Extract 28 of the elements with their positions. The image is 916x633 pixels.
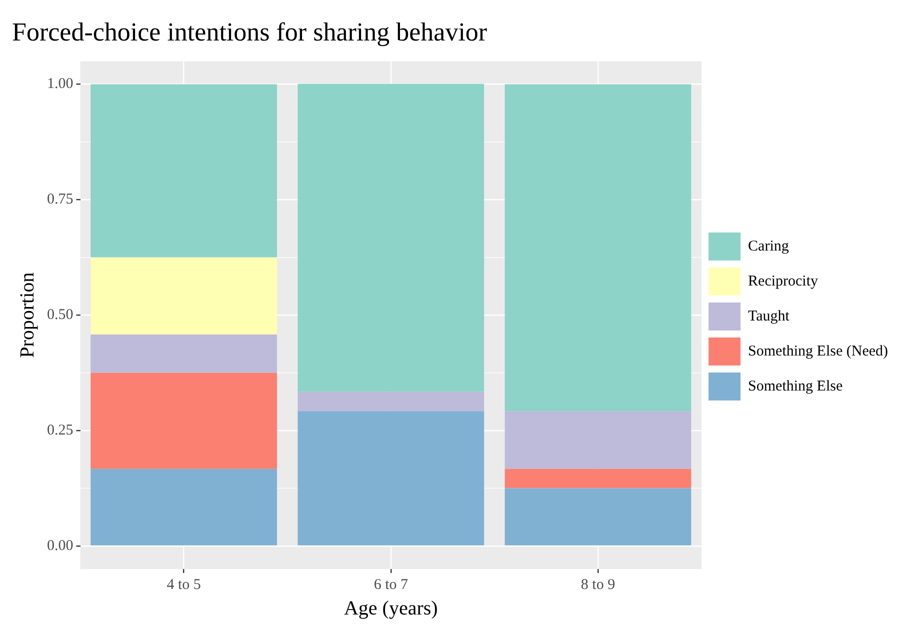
- chart-title: Forced-choice intentions for sharing behavior: [12, 17, 488, 46]
- bar: [90, 334, 277, 373]
- legend-label: Reciprocity: [748, 273, 819, 290]
- y-axis-title: Proportion: [16, 272, 38, 358]
- bar: [504, 411, 692, 469]
- bar: [298, 392, 484, 412]
- y-tick-label: 0.00: [47, 538, 74, 554]
- legend-label: Taught: [748, 308, 790, 324]
- legend-label: Caring: [748, 238, 790, 254]
- legend-label: Something Else: [748, 378, 843, 394]
- bar: [90, 84, 277, 258]
- bar: [298, 411, 484, 546]
- legend-label: Something Else (Need): [748, 343, 888, 360]
- bar: [504, 488, 692, 546]
- bar: [90, 468, 277, 546]
- y-tick-label: 0.75: [47, 192, 74, 208]
- bar: [504, 84, 692, 412]
- x-tick-label: 8 to 9: [580, 576, 616, 593]
- y-tick-label: 1.00: [47, 76, 74, 92]
- bar: [504, 468, 692, 488]
- x-tick-label: 6 to 7: [374, 576, 408, 593]
- x-axis-title: Age (years): [344, 597, 438, 620]
- bar: [90, 257, 277, 334]
- bar: [298, 84, 484, 392]
- bar: [90, 372, 277, 469]
- y-tick-label: 0.25: [47, 422, 74, 438]
- y-tick-label: 0.50: [47, 307, 74, 324]
- x-tick-label: 4 to 5: [166, 576, 201, 593]
